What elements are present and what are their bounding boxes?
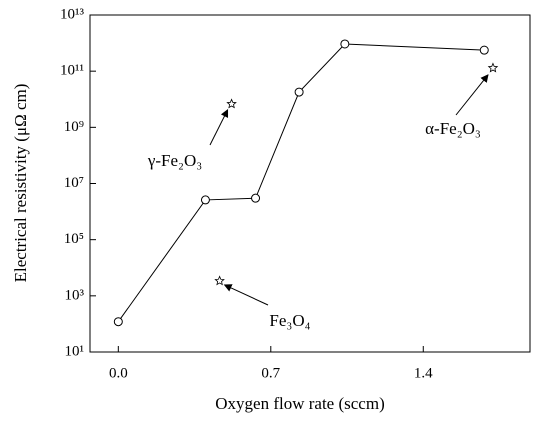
- data-point: [251, 193, 261, 203]
- marker-star: [226, 98, 237, 109]
- data-line: [117, 43, 485, 322]
- marker-star: [487, 62, 499, 73]
- annotation-label: Fe₃O₄: [269, 311, 310, 330]
- y-tick-label: 10⁵: [64, 231, 84, 247]
- y-tick-label: 10³: [65, 287, 85, 303]
- annotation-arrow: [223, 284, 269, 306]
- data-point: [113, 317, 123, 327]
- data-point: [340, 39, 350, 49]
- y-axis-label: Electrical resistivity (μΩ cm): [11, 84, 30, 283]
- y-tick-label: 10¹¹: [60, 63, 84, 79]
- annotation-label: γ-Fe₂O₃: [147, 151, 202, 170]
- x-tick-label: 0.7: [261, 365, 280, 381]
- data-point: [294, 87, 304, 97]
- annotation-arrow: [209, 109, 229, 146]
- annotation-label: α-Fe₂O₃: [425, 119, 481, 138]
- plot-frame: [89, 14, 531, 353]
- y-tick-label: 10⁹: [64, 119, 84, 135]
- y-tick-label: 10⁷: [64, 175, 84, 191]
- marker-star: [214, 275, 225, 286]
- x-tick-label: 0.0: [109, 365, 128, 381]
- y-tick-label: 10¹: [65, 343, 85, 359]
- data-point: [479, 45, 489, 55]
- data-point: [200, 195, 210, 205]
- annotation-arrow: [455, 74, 489, 116]
- x-axis-label: Oxygen flow rate (sccm): [215, 394, 384, 413]
- y-tick-label: 10¹³: [60, 6, 84, 22]
- x-tick-label: 1.4: [414, 365, 433, 381]
